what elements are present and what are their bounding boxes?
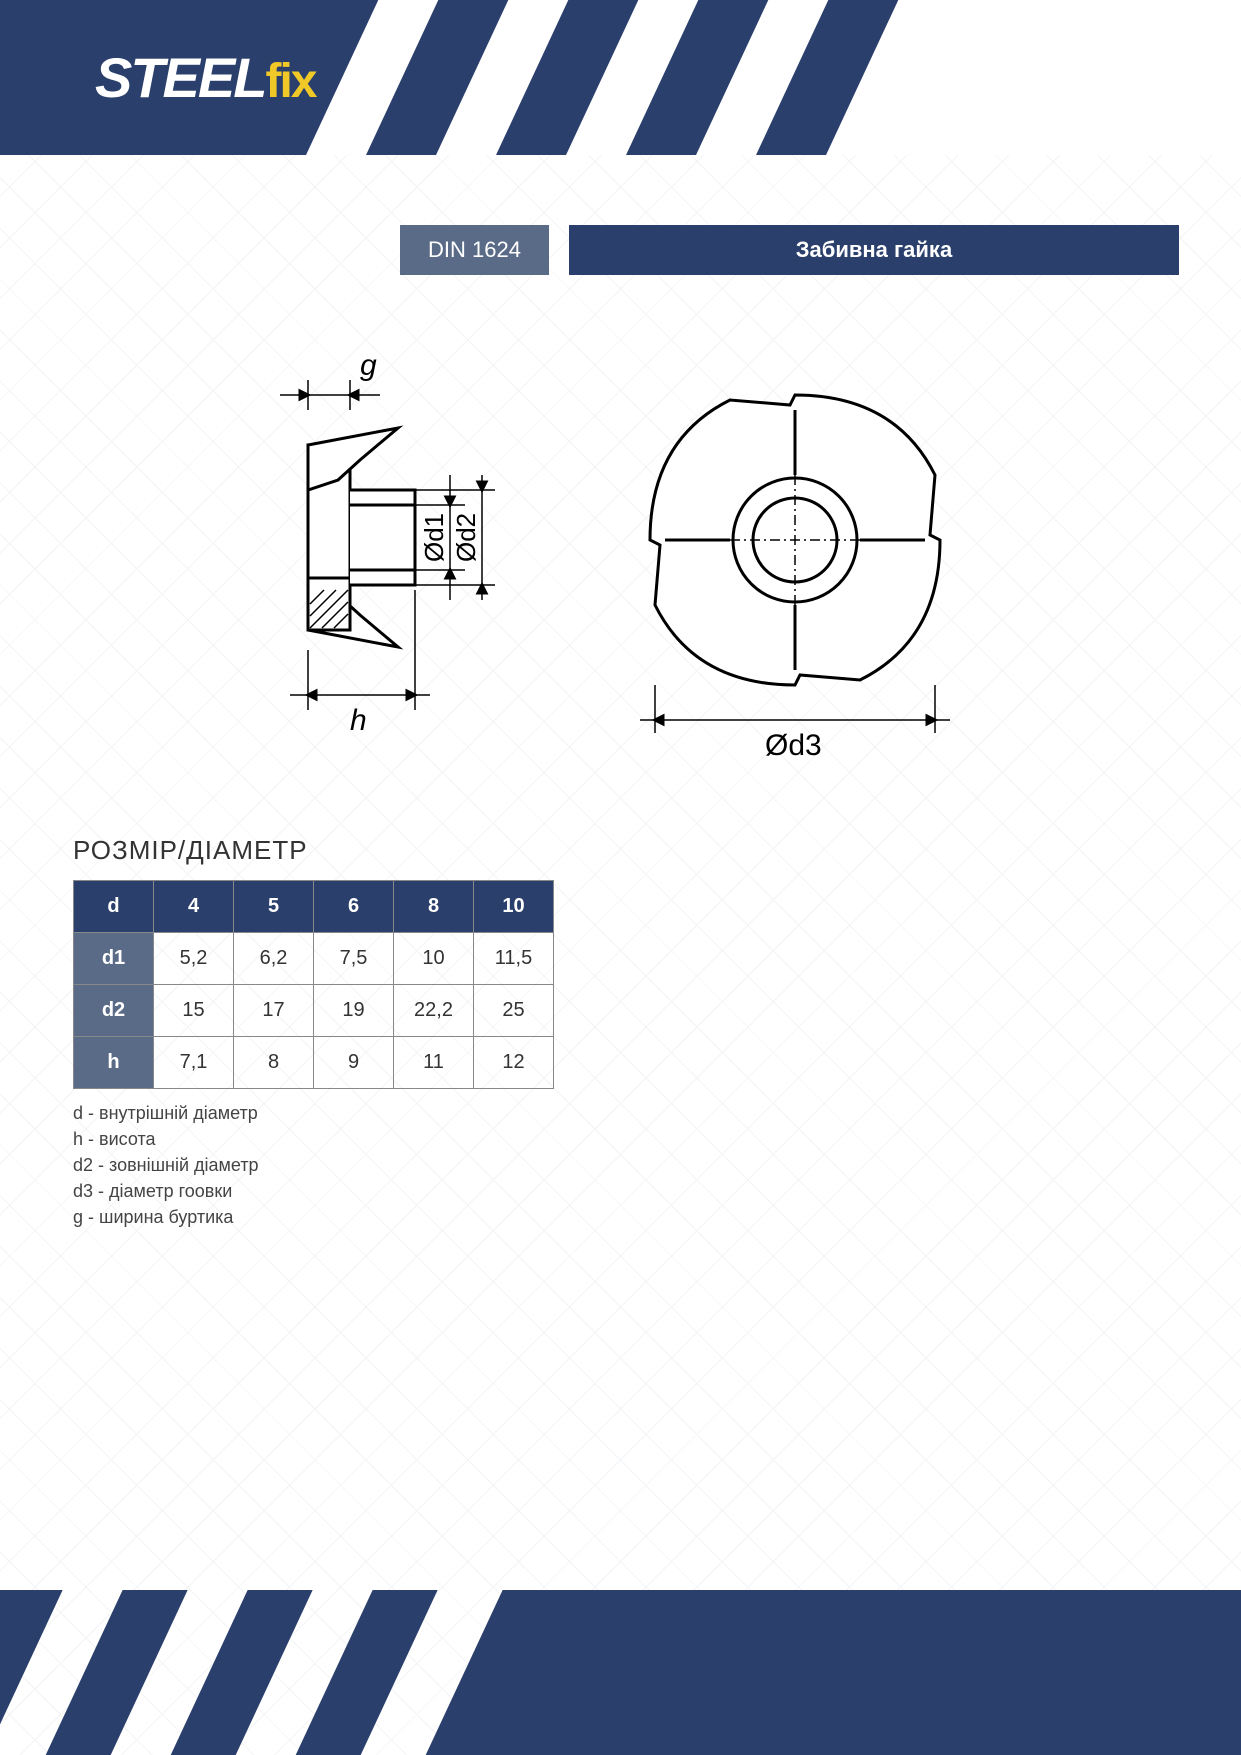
- table-cell: 7,1: [154, 1037, 234, 1089]
- table-header-row: d 4 5 6 8 10: [74, 881, 554, 933]
- page-header: STEELfix: [0, 0, 1241, 155]
- dim-label-h: h: [350, 704, 367, 737]
- col-header: 8: [394, 881, 474, 933]
- table-cell: 6,2: [234, 933, 314, 985]
- table-cell: 9: [314, 1037, 394, 1089]
- row-header: d1: [74, 933, 154, 985]
- table-cell: 7,5: [314, 933, 394, 985]
- page-footer: [0, 1590, 1241, 1755]
- table-row: d2 15 17 19 22,2 25: [74, 985, 554, 1037]
- table-cell: 12: [474, 1037, 554, 1089]
- legend-line: d2 - зовнішній діаметр: [73, 1152, 259, 1178]
- table-cell: 15: [154, 985, 234, 1037]
- legend-line: d - внутрішній діаметр: [73, 1100, 259, 1126]
- table-cell: 11,5: [474, 933, 554, 985]
- table-cell: 19: [314, 985, 394, 1037]
- col-header: 10: [474, 881, 554, 933]
- table-cell: 25: [474, 985, 554, 1037]
- title-bar: DIN 1624 Забивна гайка: [400, 225, 1179, 275]
- table-row: h 7,1 8 9 11 12: [74, 1037, 554, 1089]
- row-header: h: [74, 1037, 154, 1089]
- legend-line: g - ширина буртика: [73, 1204, 259, 1230]
- brand-logo: STEELfix: [95, 45, 315, 110]
- col-header: 4: [154, 881, 234, 933]
- logo-text-fix: fix: [265, 55, 315, 108]
- col-header: 6: [314, 881, 394, 933]
- table-row: d1 5,2 6,2 7,5 10 11,5: [74, 933, 554, 985]
- table-cell: 17: [234, 985, 314, 1037]
- dim-label-d1: Ød1: [419, 513, 449, 562]
- table-cell: 10: [394, 933, 474, 985]
- legend-line: d3 - діаметр гоовки: [73, 1178, 259, 1204]
- col-header: 5: [234, 881, 314, 933]
- logo-text-steel: STEEL: [95, 46, 265, 109]
- table-cell: 5,2: [154, 933, 234, 985]
- dimensions-table: d 4 5 6 8 10 d1 5,2 6,2 7,5 10 11,5 d2 1…: [73, 880, 554, 1089]
- table-cell: 22,2: [394, 985, 474, 1037]
- product-name: Забивна гайка: [569, 225, 1179, 275]
- table-cell: 11: [394, 1037, 474, 1089]
- product-code: DIN 1624: [400, 225, 549, 275]
- row-header: d2: [74, 985, 154, 1037]
- dim-label-d3: Ød3: [765, 729, 822, 762]
- table-cell: 8: [234, 1037, 314, 1089]
- header-stripes: [341, 0, 1241, 155]
- col-header: d: [74, 881, 154, 933]
- dim-label-d2: Ød2: [451, 513, 481, 562]
- technical-diagram: g: [260, 330, 1040, 770]
- legend-line: h - висота: [73, 1126, 259, 1152]
- section-title: РОЗМІР/ДІАМЕТР: [73, 835, 308, 866]
- dim-label-g: g: [360, 349, 377, 382]
- legend: d - внутрішній діаметр h - висота d2 - з…: [73, 1100, 259, 1230]
